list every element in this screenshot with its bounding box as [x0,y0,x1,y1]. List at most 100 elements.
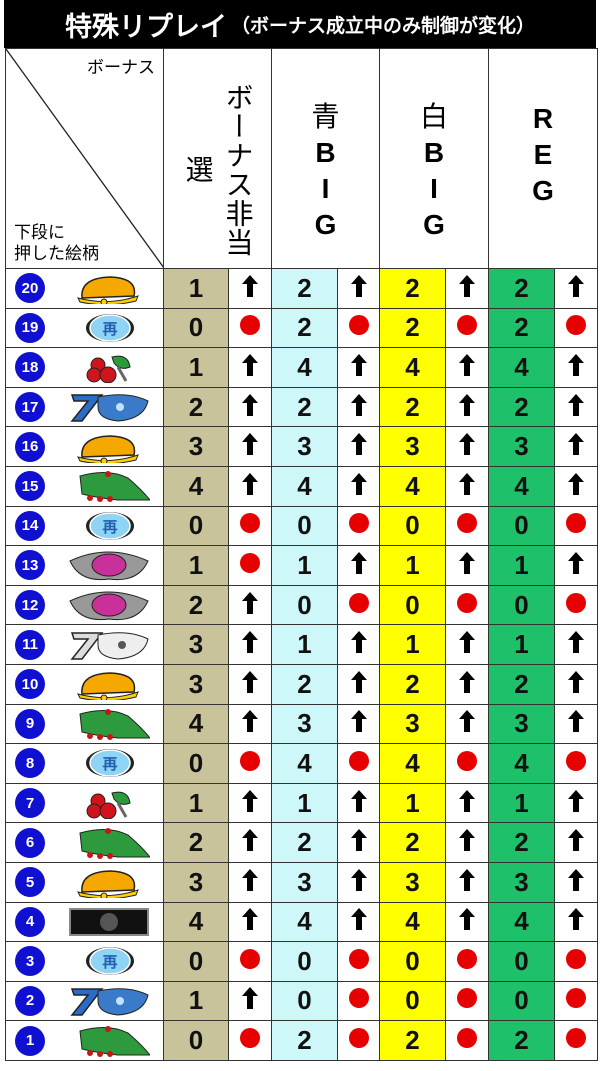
red-dot-icon [348,513,369,534]
slide-count-cell: 2 [379,822,446,863]
control-mark-cell [554,386,598,428]
control-mark-cell [337,545,380,586]
symbol-cell: 5 [5,861,164,903]
control-mark-cell [554,426,598,467]
symbol-cell: 18 [5,347,164,388]
slide-count-cell: 4 [163,901,229,943]
header-char: B [423,137,445,168]
slide-count-cell: 2 [271,822,338,863]
header-char: G [532,175,554,206]
arrow-up-icon [242,393,258,421]
red-dot-icon [240,948,260,969]
arrow-up-icon [459,829,475,856]
slide-count-cell: 1 [271,624,338,665]
slide-count-cell: 2 [271,307,338,349]
slide-count-cell: 4 [271,347,338,388]
arrow-up-icon [242,433,258,460]
control-mark-cell [337,980,380,1022]
control-mark-cell [228,782,272,824]
control-mark-cell [337,426,380,467]
control-mark-cell [337,782,380,824]
arrow-up-icon [242,987,258,1014]
table-title: 特殊リプレイ （ボーナス成立中のみ制御が変化） [4,0,596,48]
slide-count-cell: 4 [271,743,338,784]
red-dot-icon [240,1028,260,1049]
slide-count-cell: 1 [271,782,338,824]
row-number-badge: 6 [15,827,45,858]
slide-count-cell: 4 [271,465,338,507]
control-mark-cell [337,822,380,863]
slide-count-cell: 3 [271,703,338,745]
arrow-up-icon [350,789,367,817]
slide-count-cell: 4 [379,901,446,943]
symbol-cell: 19 再 [5,307,164,349]
control-mark-cell [445,980,489,1022]
slide-count-cell: 0 [271,941,338,982]
symbol-cell: 7 [5,782,164,824]
slide-count-cell: 1 [163,268,229,309]
header-char: 白 [419,101,448,132]
slide-count-cell: 1 [379,624,446,665]
control-mark-cell [554,268,598,309]
slide-count-cell: 4 [271,901,338,943]
control-mark-cell [337,268,380,309]
table-row: 10 3 2 2 2 [5,663,598,705]
red-dot-icon [348,315,369,336]
red-dot-icon [348,1028,369,1049]
arrow-up-icon [242,670,258,698]
control-mark-cell [445,347,489,388]
svg-text:再: 再 [102,756,117,773]
red-dot-icon [240,513,260,534]
symbol-cell: 2 [5,980,164,1022]
bell-icon [68,431,150,463]
watermelon-icon [68,1025,150,1057]
control-mark-cell [228,901,272,943]
blue-seven-icon [68,985,150,1017]
slide-count-cell: 2 [271,1020,338,1061]
control-mark-cell [445,703,489,745]
watermelon-icon [68,470,150,503]
control-mark-cell [445,1020,489,1061]
slide-count-cell: 0 [163,307,229,349]
slide-count-cell: 0 [488,941,555,982]
symbol-cell: 20 [5,268,164,309]
control-mark-cell [337,1020,380,1061]
replay-icon: 再 [68,945,150,977]
slide-count-cell: 0 [271,505,338,547]
arrow-up-icon [568,472,584,500]
row-number-badge: 11 [15,629,45,660]
table-row: 20 1 2 2 2 [5,268,598,309]
slide-count-cell: 3 [379,703,446,745]
control-mark-cell [337,386,380,428]
table-row: 13 1 1 1 1 [5,545,598,586]
control-mark-cell [337,505,380,547]
slide-count-cell: 3 [163,861,229,903]
row-number-badge: 9 [15,708,45,739]
arrow-up-icon [459,393,475,421]
slide-count-cell: 2 [488,663,555,705]
symbol-cell: 12 [5,584,164,626]
symbol-cell: 17 [5,386,164,428]
control-mark-cell [228,703,272,745]
slide-count-cell: 1 [379,545,446,586]
arrow-up-icon [568,789,584,817]
header-char: 青 [311,101,340,132]
slide-count-cell: 3 [271,861,338,903]
arrow-up-icon [242,591,258,619]
slide-count-cell: 2 [271,268,338,309]
red-dot-icon [457,948,477,969]
control-mark-cell [554,822,598,863]
arrow-up-icon [568,551,584,579]
title-main: 特殊リプレイ [64,11,227,42]
control-mark-cell [554,901,598,943]
table-row: 16 3 3 3 3 [5,426,598,467]
table-row: 17 2 2 2 2 [5,386,598,428]
row-number-badge: 10 [15,669,45,700]
arrow-up-icon [568,908,584,935]
slide-count-cell: 0 [163,1020,229,1061]
slide-count-cell: 0 [379,505,446,547]
bell-icon [68,866,150,899]
cherry-icon [68,787,150,820]
